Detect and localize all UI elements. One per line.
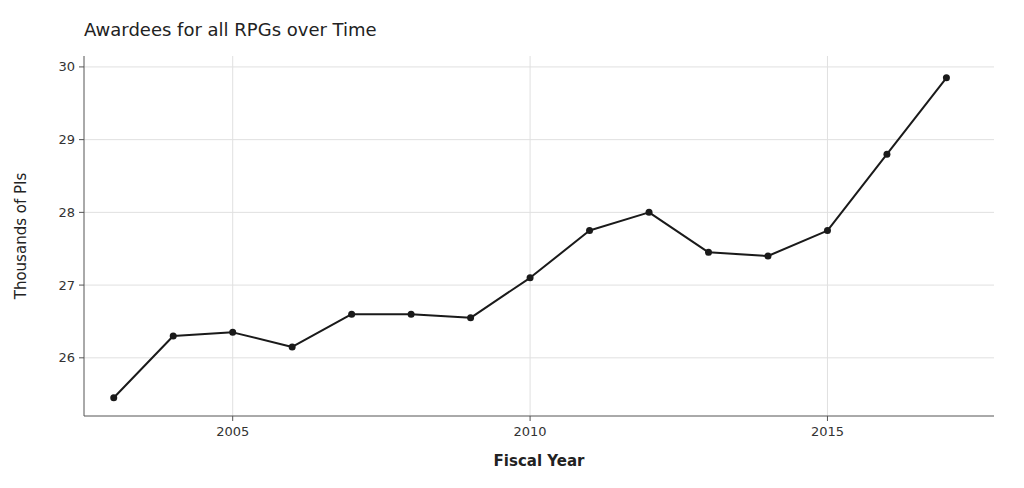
point [348,311,355,318]
point [229,329,236,336]
x-axis-line [84,416,994,417]
grid [84,56,994,416]
y-tick [79,66,84,67]
point [289,343,296,350]
point [705,249,712,256]
x-tick-label: 2010 [514,424,547,439]
grid-line-x [530,56,531,416]
title: Awardees for all RPGs over Time [84,19,377,40]
line [114,78,947,398]
y-tick [79,212,84,213]
point [824,227,831,234]
point [170,333,177,340]
grid-line-y [84,139,994,140]
point [943,74,950,81]
grid-line-x [232,56,233,416]
x-tick-label: 2005 [216,424,249,439]
grid-line-x [827,56,828,416]
chart: 2005 2010 2015 26 27 28 29 30 Awardees for all R… [0,0,1024,488]
point [408,311,415,318]
point [527,274,534,281]
x-axis-label: Fiscal Year [494,452,585,470]
point [467,314,474,321]
y-tick-label: 27 [58,278,75,293]
point [586,227,593,234]
grid-line-y [84,285,994,286]
y-axis-label: Thousands of PIs [12,173,30,301]
grid-line-y [84,66,994,67]
y-axis-line [84,56,85,416]
point [764,253,771,260]
y-tick-label: 26 [58,350,75,365]
x-tick [232,416,233,421]
plot-area [110,74,950,401]
y-tick-label: 28 [58,205,75,220]
y-tick-label: 30 [58,59,75,74]
grid-line-y [84,212,994,213]
grid-line-y [84,357,994,358]
y-tick [79,139,84,140]
point [883,151,890,158]
point [110,394,117,401]
y-tick [79,357,84,358]
x-tick [827,416,828,421]
y-tick [79,285,84,286]
x-tick-label: 2015 [811,424,844,439]
x-tick [530,416,531,421]
point [646,209,653,216]
y-tick-label: 29 [58,132,75,147]
